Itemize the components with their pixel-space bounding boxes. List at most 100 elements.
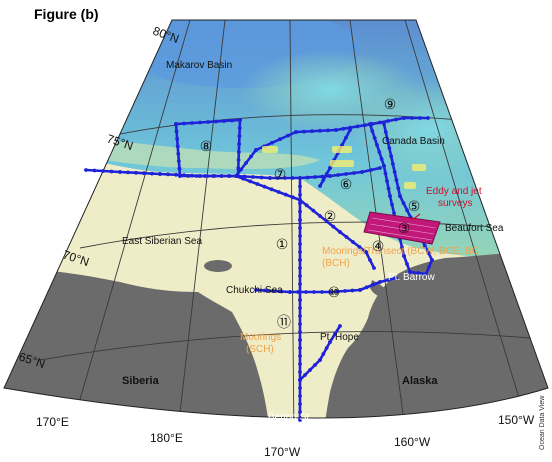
pt-barrow-label: Pt. Barrow xyxy=(388,272,435,283)
moorings-right-sub-label: (BCH) xyxy=(322,258,350,269)
rMain-station-dot xyxy=(205,174,210,178)
wrangel-island xyxy=(204,260,232,272)
figure-title: Figure (b) xyxy=(34,6,99,22)
rEast-station-dot xyxy=(405,208,410,213)
route-extra-0-station-dot xyxy=(276,190,281,194)
eddy-survey-label-2: surveys xyxy=(438,198,472,209)
rMain-station-dot xyxy=(226,174,231,178)
rMer-station-dot xyxy=(298,410,302,414)
route-extra-0-station-dot xyxy=(357,245,362,249)
rEast-station-dot xyxy=(424,272,428,276)
route-extra-2-station-dot xyxy=(321,178,326,182)
rCan-station-dot xyxy=(294,130,298,134)
rCan-station-dot xyxy=(426,116,430,120)
rEast-station-dot xyxy=(394,178,399,182)
moorings-right-label: Moorings/Transect (BCW, BCE, BC xyxy=(322,246,479,257)
rMain-station-dot xyxy=(369,168,373,172)
graticule xyxy=(39,20,548,418)
rChuk-station-dot xyxy=(350,288,355,293)
lon-170e-label: 170°E xyxy=(36,415,69,429)
rEast-station-dot xyxy=(368,122,372,126)
rBox-station-dot xyxy=(176,151,181,156)
route-extra-0-station-dot xyxy=(372,266,376,270)
rMain-station-dot xyxy=(134,170,138,175)
rBox-station-dot xyxy=(175,144,180,149)
rMain-station-dot xyxy=(378,166,382,170)
route-extra-0-station-dot xyxy=(318,214,322,218)
rEast-station-dot xyxy=(390,162,395,166)
rEast-station-dot xyxy=(385,138,390,142)
rCan-station-dot xyxy=(239,167,243,172)
rChuk-station-dot xyxy=(335,289,340,294)
rMain-station-dot xyxy=(182,173,186,178)
alaska-label: Alaska xyxy=(402,375,438,387)
rChuk-station-dot xyxy=(394,276,398,280)
rMain-station-dot xyxy=(275,176,280,180)
rMer-station-dot xyxy=(298,298,302,302)
rMain-station-dot xyxy=(352,171,356,175)
rMain-station-dot xyxy=(305,175,310,180)
station-marker-2: ② xyxy=(324,209,337,225)
route-extra-2-station-dot xyxy=(348,128,352,132)
rBox-station-dot xyxy=(230,118,234,123)
rChuk-station-dot xyxy=(364,285,369,290)
rMain-station-dot xyxy=(290,176,295,180)
rMer-station-dot xyxy=(298,258,302,262)
rMain-station-dot xyxy=(336,173,340,177)
rChuk-station-dot xyxy=(304,290,308,294)
rMain-station-dot xyxy=(166,172,170,177)
rMer-station-dot xyxy=(298,322,302,326)
rCan-station-dot xyxy=(394,117,398,122)
rChuk-station-dot xyxy=(279,289,284,294)
rBox-station-dot xyxy=(237,142,242,146)
rCan-station-dot xyxy=(355,124,360,129)
route-extra-0-station-dot xyxy=(368,258,372,262)
rEast-station-dot xyxy=(385,179,389,183)
rMer-station-dot xyxy=(298,192,302,197)
lon-160w-label: 160°W xyxy=(394,435,431,449)
rBox-station-dot xyxy=(194,174,199,178)
rMer-station-dot xyxy=(298,338,302,342)
rEast-station-dot xyxy=(430,258,434,262)
rMain-station-dot xyxy=(150,171,154,176)
rCan-station-dot xyxy=(302,129,306,134)
station-marker-5: ⑤ xyxy=(408,199,421,215)
rBox-station-dot xyxy=(178,174,182,178)
rEast-station-dot xyxy=(387,146,392,150)
rEast-station-dot xyxy=(392,211,396,215)
rMain-station-dot xyxy=(251,175,255,179)
route-extra-0-station-dot xyxy=(344,235,349,239)
rMain-station-dot xyxy=(84,168,88,172)
moorings-left-label-1: Moorings xyxy=(240,332,281,343)
rMain-station-dot xyxy=(118,170,122,174)
station-marker-10: ⑩ xyxy=(328,285,341,301)
rMain-station-dot xyxy=(142,171,146,176)
rMer-station-dot xyxy=(298,250,302,254)
station-marker-7: ⑦ xyxy=(274,167,287,183)
rMer-station-dot xyxy=(298,402,302,406)
rMer-station-dot xyxy=(298,176,302,180)
rChuk-station-dot xyxy=(296,290,300,294)
route-extra-0-station-dot xyxy=(298,198,302,202)
rBox-station-dot xyxy=(214,119,218,124)
rBox-station-dot xyxy=(176,159,181,164)
route-extra-1-station-dot xyxy=(303,373,307,377)
rMer-station-dot xyxy=(298,218,302,222)
rMer-station-dot xyxy=(298,354,302,358)
rMer-station-dot xyxy=(298,209,302,214)
rMain-station-dot xyxy=(190,173,194,178)
rEast-station-dot xyxy=(400,245,404,250)
route-extra-1-station-dot xyxy=(328,340,332,344)
rBox-station-dot xyxy=(198,120,202,125)
eddy-survey-label-1: Eddy and jet xyxy=(426,186,482,197)
rEast-station-dot xyxy=(388,194,392,198)
rMain-station-dot xyxy=(158,172,162,176)
rMain-station-dot xyxy=(198,174,202,178)
route-extra-1-station-dot xyxy=(333,332,337,336)
lon-170w-label: 170°W xyxy=(264,445,301,459)
rMain-station-dot xyxy=(283,176,287,180)
rBox-station-dot xyxy=(174,122,178,126)
lon-180e-label: 180°E xyxy=(150,431,183,445)
route-extra-0-station-dot xyxy=(255,182,260,186)
